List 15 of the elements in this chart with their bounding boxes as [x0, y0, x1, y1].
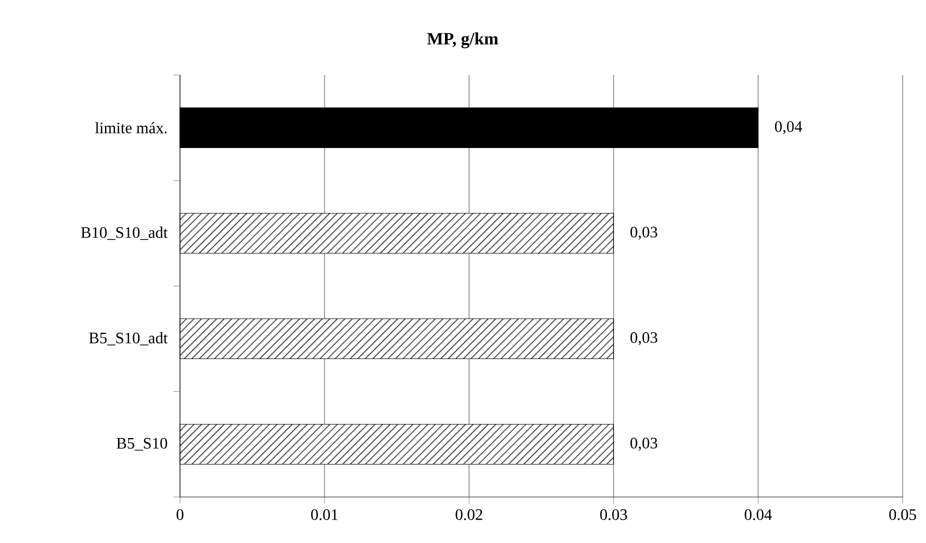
x-tick-label: 0.03	[600, 509, 627, 520]
chart-title: MP, g/km	[427, 32, 498, 48]
y-tick-label: B5_S10	[116, 438, 168, 451]
data-label: 0,04	[775, 121, 802, 134]
data-label: 0,03	[630, 438, 658, 451]
data-label: 0,03	[630, 332, 658, 346]
y-tick-label: B10_S10_adt	[81, 226, 168, 240]
data-label: 0,03	[630, 226, 658, 240]
x-tick-label: 0	[176, 509, 184, 520]
x-tick-label: 0.05	[889, 509, 916, 520]
x-tick-label: 0.02	[456, 509, 482, 520]
x-tick-label: 0.04	[744, 509, 772, 520]
y-tick-label: limite máx.	[95, 122, 167, 134]
x-tick-label: 0.01	[311, 509, 338, 520]
y-tick-label: B5_S10_adt	[89, 332, 168, 346]
